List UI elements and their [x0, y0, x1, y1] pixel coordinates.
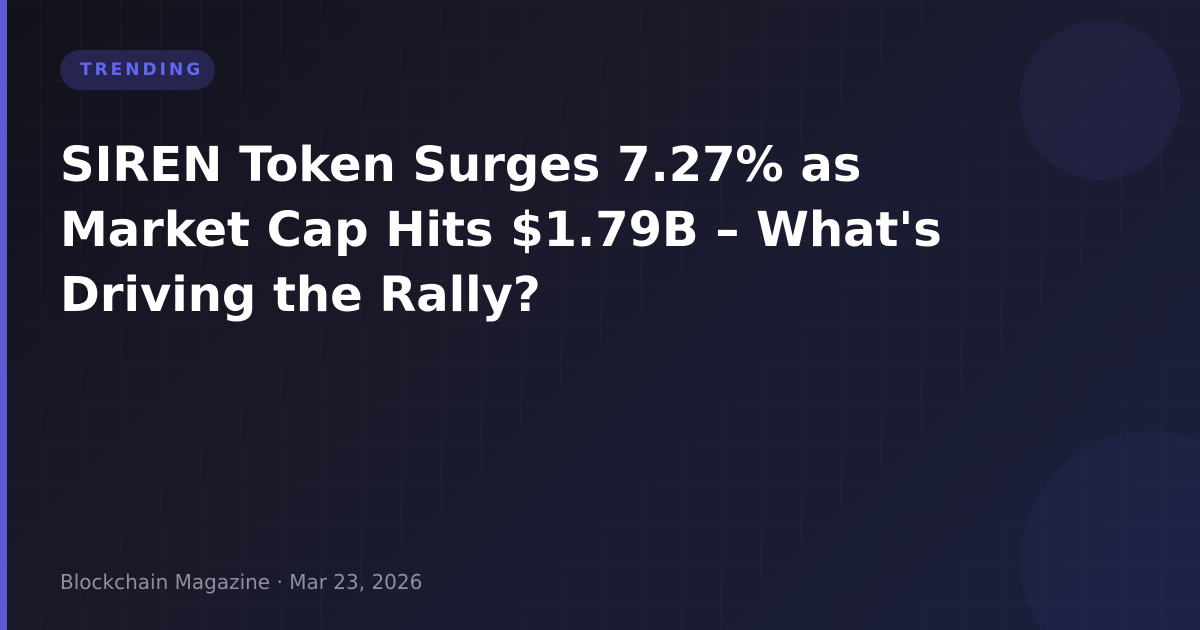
trending-badge: TRENDING	[60, 50, 216, 90]
date: Mar 23, 2026	[289, 570, 423, 594]
accent-bar	[0, 0, 7, 630]
article-title: SIREN Token Surges 7.27% as Market Cap H…	[60, 137, 942, 323]
source: Blockchain Magazine	[60, 570, 271, 594]
decorative-circle	[1020, 20, 1180, 180]
separator: ·	[270, 570, 290, 594]
article-meta: Blockchain Magazine · Mar 23, 2026	[60, 570, 422, 594]
